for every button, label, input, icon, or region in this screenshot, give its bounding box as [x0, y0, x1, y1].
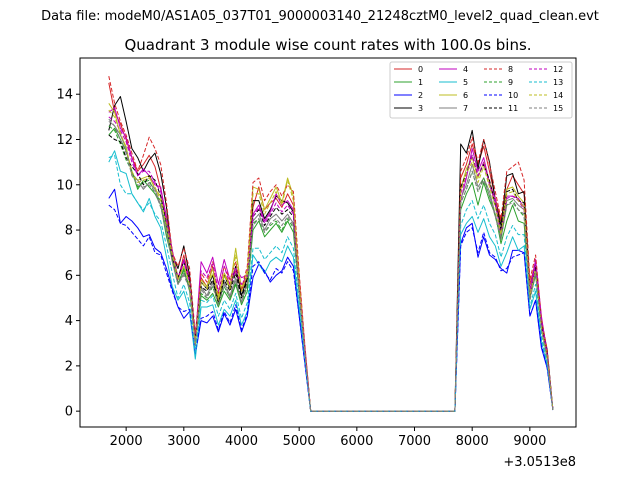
plot-area: [108, 75, 554, 412]
y-axis: 0 2 4 6 8 10 12 14: [56, 88, 80, 420]
y-tick-label: 6: [65, 269, 73, 284]
y-tick-label: 2: [65, 359, 73, 374]
legend-label-13: 13: [553, 78, 563, 87]
legend-label-10: 10: [508, 91, 518, 100]
x-tick-label: 5000: [283, 434, 316, 449]
x-tick-label: 6000: [340, 434, 373, 449]
figure-suptitle: Data file: modeM0/AS1A05_037T01_90000031…: [41, 9, 599, 24]
y-tick-label: 14: [56, 88, 73, 103]
legend-label-1: 1: [418, 78, 423, 87]
y-tick-label: 4: [65, 314, 73, 329]
x-tick-label: 4000: [225, 434, 258, 449]
legend-label-15: 15: [553, 104, 563, 113]
legend-label-6: 6: [463, 91, 468, 100]
axes-frame: [79, 57, 577, 428]
y-tick-label: 0: [65, 405, 73, 420]
legend-label-3: 3: [418, 104, 423, 113]
series-line-12: [108, 116, 554, 412]
legend-label-7: 7: [463, 104, 468, 113]
legend-label-14: 14: [553, 91, 563, 100]
legend-label-11: 11: [508, 104, 518, 113]
series-line-10: [108, 204, 554, 412]
y-tick-label: 10: [56, 178, 73, 193]
x-tick-label: 3000: [167, 434, 200, 449]
legend-label-9: 9: [508, 78, 513, 87]
y-tick-label: 12: [56, 133, 73, 148]
series-line-13: [108, 154, 554, 412]
chart-title: Quadrant 3 module wise count rates with …: [124, 36, 531, 54]
series-line-15: [108, 118, 554, 412]
legend-label-12: 12: [553, 65, 563, 74]
x-tick-label: 9000: [513, 434, 546, 449]
series-line-14: [108, 109, 554, 412]
x-tick-label: 7000: [398, 434, 431, 449]
legend-box: [389, 61, 573, 119]
legend-label-8: 8: [508, 65, 513, 74]
series-line-3: [108, 96, 554, 412]
x-offset-label: +3.0513e8: [503, 455, 576, 470]
series-line-5: [108, 150, 554, 412]
x-axis: 2000 3000 4000 5000 6000 7000 8000 9000: [110, 427, 546, 449]
y-tick-label: 8: [65, 224, 73, 239]
legend-label-5: 5: [463, 78, 468, 87]
series-line-8: [108, 75, 554, 412]
legend-label-2: 2: [418, 91, 423, 100]
x-tick-label: 2000: [110, 434, 143, 449]
legend-label-4: 4: [463, 65, 468, 74]
x-tick-label: 8000: [456, 434, 489, 449]
legend-label-0: 0: [418, 65, 423, 74]
